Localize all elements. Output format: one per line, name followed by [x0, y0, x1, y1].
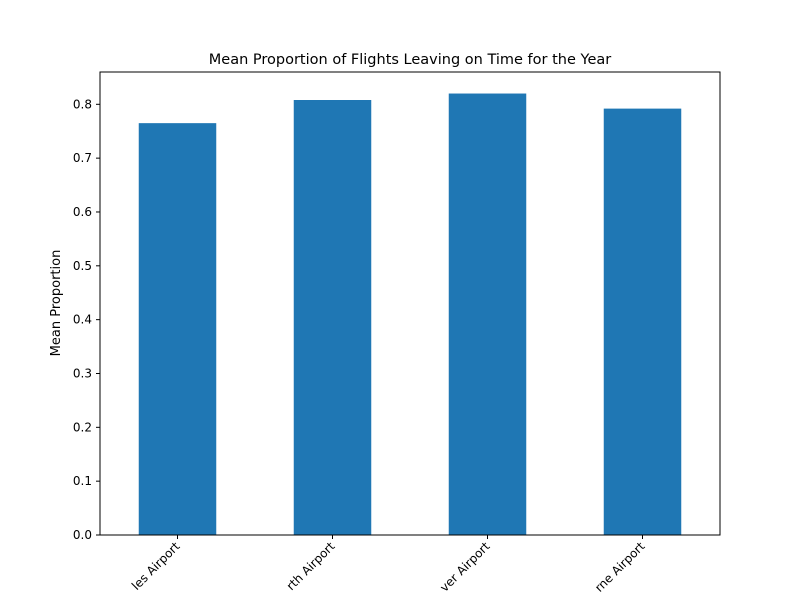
- bar-4: [603, 108, 682, 536]
- y-tick-label: 0.0: [73, 528, 92, 542]
- bar-2: [293, 100, 372, 535]
- y-tick-label: 0.6: [73, 205, 92, 219]
- y-tick-label: 0.7: [73, 151, 92, 165]
- y-tick-label: 0.1: [73, 474, 92, 488]
- y-tick-label: 0.3: [73, 366, 92, 380]
- bars-group: [138, 93, 682, 536]
- bar-3: [448, 93, 527, 535]
- y-tick-label: 0.4: [73, 313, 92, 327]
- y-axis-label: Mean Proportion: [49, 250, 64, 357]
- y-tick-label: 0.8: [73, 97, 92, 111]
- chart-title: Mean Proportion of Flights Leaving on Ti…: [209, 52, 611, 68]
- y-tick-label: 0.2: [73, 420, 92, 434]
- axes-frame: [99, 71, 721, 536]
- y-axis: 0.0 0.1 0.2 0.3 0.4 0.5 0.6 0.7 0.8: [73, 97, 100, 542]
- y-tick-label: 0.5: [73, 259, 92, 273]
- bar-1: [138, 123, 217, 536]
